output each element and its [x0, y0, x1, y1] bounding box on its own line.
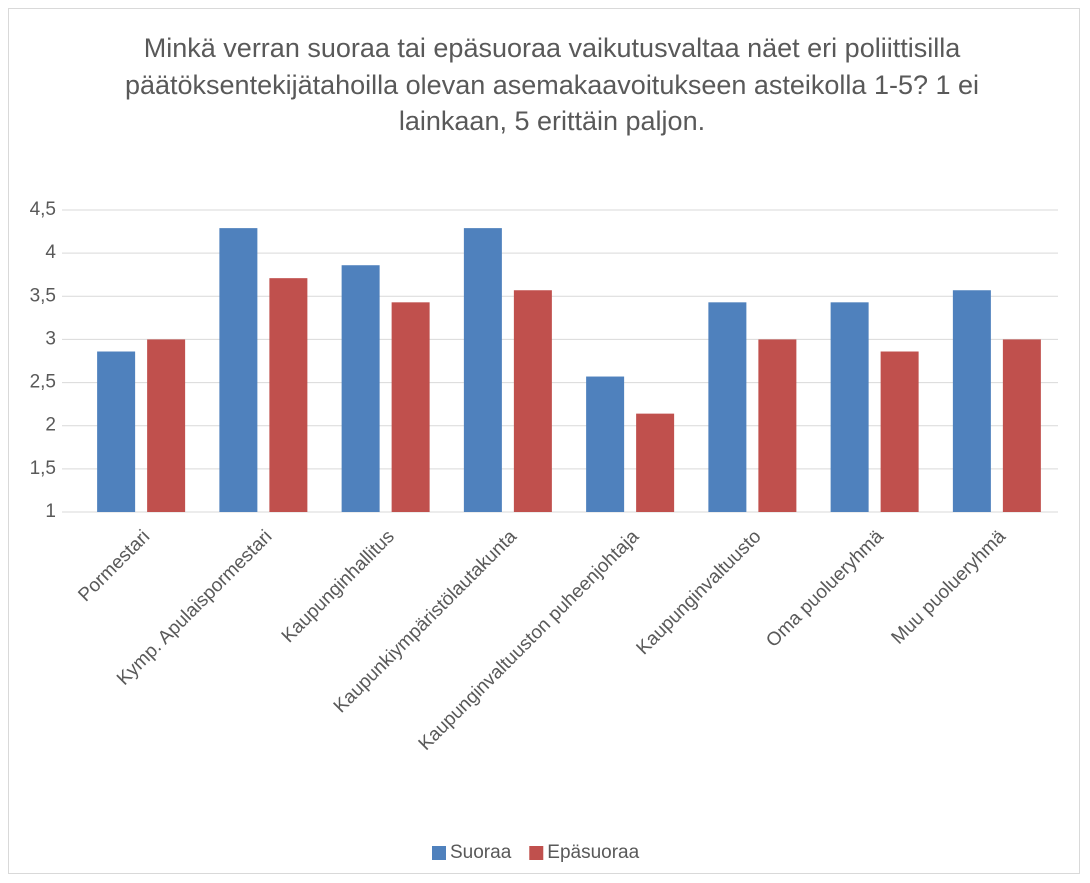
bar — [341, 265, 380, 512]
bar — [708, 302, 747, 512]
legend-label: Epäsuoraa — [547, 842, 639, 863]
legend-swatch — [432, 846, 446, 860]
bar — [97, 351, 136, 512]
bar — [830, 302, 869, 512]
x-tick-label: Oma puolueryhmä — [762, 526, 888, 652]
legend-label: Suoraa — [450, 842, 512, 863]
y-tick-label: 3 — [45, 328, 56, 349]
x-tick-label: Pormestari — [74, 526, 154, 606]
y-tick-label: 1,5 — [30, 458, 56, 479]
y-tick-label: 2,5 — [30, 372, 56, 393]
y-tick-label: 3,5 — [30, 285, 56, 306]
bar — [147, 339, 186, 512]
bar — [463, 228, 502, 512]
chart-frame — [8, 8, 1080, 874]
bar — [586, 376, 625, 512]
y-tick-label: 4,5 — [30, 199, 56, 220]
x-tick-label: Kaupunginvaltuuston puheenjohtaja — [415, 526, 644, 755]
bar — [219, 228, 258, 512]
bar — [513, 290, 552, 512]
bar — [952, 290, 991, 512]
y-tick-label: 1 — [45, 501, 56, 522]
bar — [636, 413, 675, 512]
chart-title: Minkä verran suoraa tai epäsuoraa vaikut… — [124, 33, 980, 136]
x-tick-label: Kaupunginhallitus — [278, 526, 399, 647]
y-tick-label: 2 — [45, 415, 56, 436]
bar — [269, 278, 308, 512]
legend-swatch — [529, 846, 544, 860]
bar — [1002, 339, 1041, 512]
bar — [758, 339, 797, 512]
x-tick-label: Muu puolueryhmä — [888, 526, 1011, 649]
bar — [391, 302, 430, 512]
x-tick-label: Kaupunginvaltuusto — [633, 526, 766, 659]
bar — [880, 351, 919, 512]
y-tick-label: 4 — [45, 242, 56, 263]
